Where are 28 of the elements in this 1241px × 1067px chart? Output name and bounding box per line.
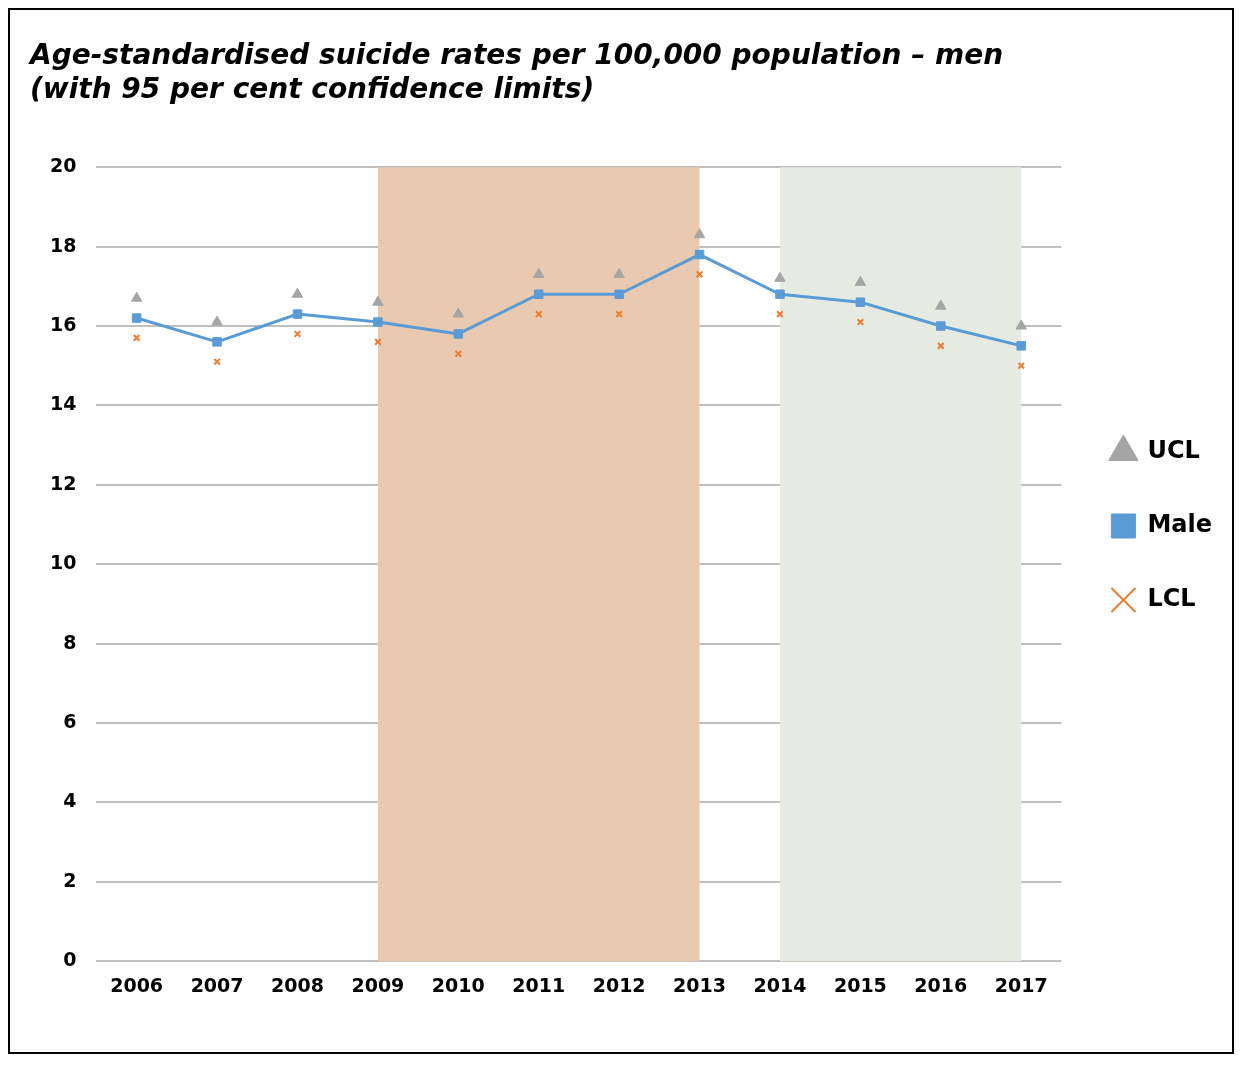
y-tick-label: 20 bbox=[49, 154, 77, 177]
x-tick-label: 2011 bbox=[512, 973, 566, 996]
legend-label: LCL bbox=[1147, 584, 1196, 613]
y-tick-label: 12 bbox=[49, 471, 77, 494]
y-tick-label: 8 bbox=[63, 630, 77, 653]
y-tick-label: 10 bbox=[49, 551, 77, 574]
text: Age-standardised suicide rates per 100,000 population – men bbox=[30, 38, 1004, 72]
y-tick-label: 0 bbox=[63, 948, 77, 971]
x-tick-label: 2015 bbox=[833, 973, 887, 996]
legend-label: UCL bbox=[1147, 436, 1200, 465]
x-tick-label: 2013 bbox=[673, 973, 726, 996]
x-tick-label: 2006 bbox=[110, 973, 164, 996]
legend-label: Male bbox=[1147, 510, 1213, 539]
y-tick-label: 18 bbox=[49, 233, 77, 256]
x-tick-label: 2017 bbox=[994, 973, 1048, 996]
x-tick-label: 2007 bbox=[190, 973, 244, 996]
x-tick-label: 2010 bbox=[431, 973, 485, 996]
y-tick-label: 4 bbox=[63, 789, 77, 812]
x-tick-label: 2016 bbox=[914, 973, 968, 996]
y-tick-label: 6 bbox=[63, 709, 77, 732]
text: (with 95 per cent confidence limits) bbox=[30, 71, 595, 105]
x-tick-label: 2008 bbox=[271, 973, 324, 996]
x-tick-label: 2012 bbox=[592, 973, 646, 996]
y-tick-label: 14 bbox=[49, 392, 77, 415]
x-tick-label: 2014 bbox=[753, 973, 807, 996]
y-tick-label: 2 bbox=[63, 868, 77, 891]
x-tick-label: 2009 bbox=[351, 973, 405, 996]
y-tick-label: 16 bbox=[49, 312, 77, 335]
